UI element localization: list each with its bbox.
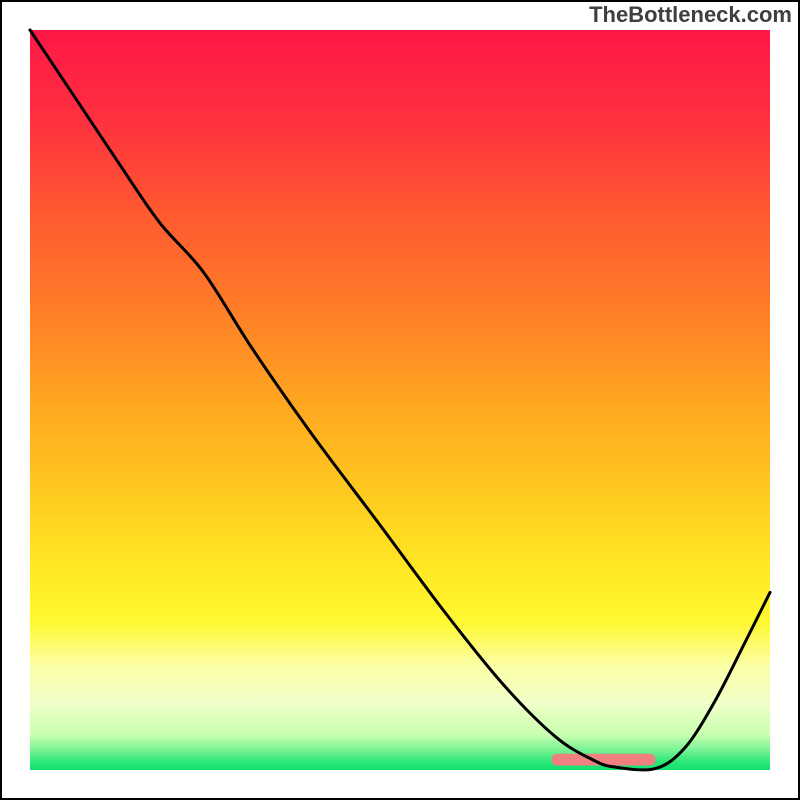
plot-area (30, 30, 770, 770)
chart-container: TheBottleneck.com (0, 0, 800, 800)
bottleneck-chart (0, 0, 800, 800)
